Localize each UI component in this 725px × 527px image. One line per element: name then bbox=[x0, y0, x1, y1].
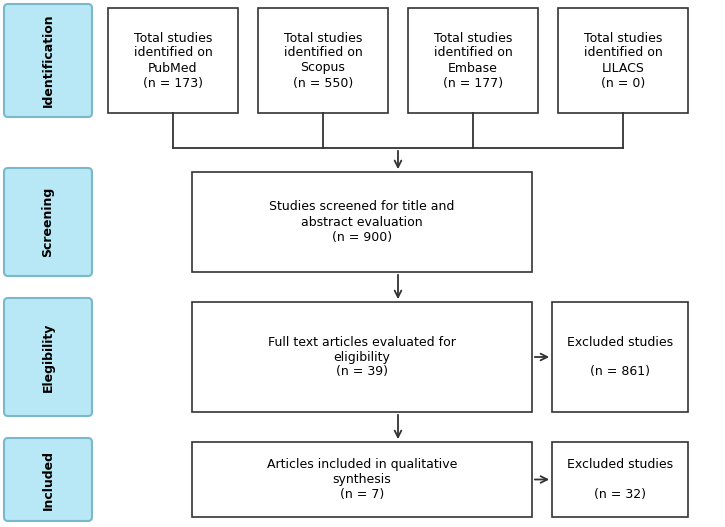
FancyBboxPatch shape bbox=[258, 8, 388, 113]
Text: Excluded studies

(n = 861): Excluded studies (n = 861) bbox=[567, 336, 673, 378]
Text: Excluded studies

(n = 32): Excluded studies (n = 32) bbox=[567, 458, 673, 501]
Text: Full text articles evaluated for
eligibility
(n = 39): Full text articles evaluated for eligibi… bbox=[268, 336, 456, 378]
Text: Included: Included bbox=[41, 450, 54, 510]
FancyBboxPatch shape bbox=[408, 8, 538, 113]
FancyBboxPatch shape bbox=[552, 442, 688, 517]
Text: Identification: Identification bbox=[41, 14, 54, 108]
FancyBboxPatch shape bbox=[192, 172, 532, 272]
Text: Total studies
identified on
PubMed
(n = 173): Total studies identified on PubMed (n = … bbox=[133, 32, 212, 90]
Text: Articles included in qualitative
synthesis
(n = 7): Articles included in qualitative synthes… bbox=[267, 458, 457, 501]
Text: Screening: Screening bbox=[41, 187, 54, 257]
Text: Total studies
identified on
Scopus
(n = 550): Total studies identified on Scopus (n = … bbox=[283, 32, 362, 90]
FancyBboxPatch shape bbox=[4, 298, 92, 416]
FancyBboxPatch shape bbox=[192, 442, 532, 517]
Text: Total studies
identified on
Embase
(n = 177): Total studies identified on Embase (n = … bbox=[434, 32, 513, 90]
FancyBboxPatch shape bbox=[192, 302, 532, 412]
FancyBboxPatch shape bbox=[552, 302, 688, 412]
FancyBboxPatch shape bbox=[108, 8, 238, 113]
Text: Total studies
identified on
LILACS
(n = 0): Total studies identified on LILACS (n = … bbox=[584, 32, 663, 90]
FancyBboxPatch shape bbox=[4, 168, 92, 276]
FancyBboxPatch shape bbox=[4, 4, 92, 117]
FancyBboxPatch shape bbox=[4, 438, 92, 521]
FancyBboxPatch shape bbox=[558, 8, 688, 113]
Text: Studies screened for title and
abstract evaluation
(n = 900): Studies screened for title and abstract … bbox=[269, 200, 455, 243]
Text: Elegibility: Elegibility bbox=[41, 323, 54, 392]
